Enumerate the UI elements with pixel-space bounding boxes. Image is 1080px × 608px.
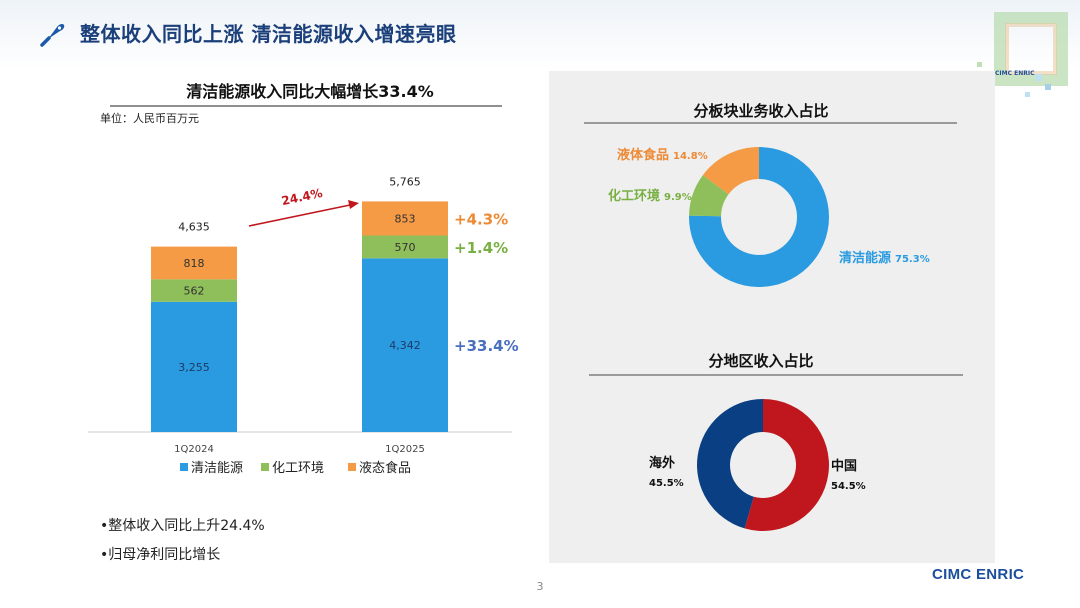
bar-value-label: 4,342 — [389, 339, 421, 352]
segment-label-name: 液体食品 — [617, 147, 669, 163]
growth-label: 24.4% — [280, 186, 324, 208]
segment-label: 液体食品 14.8% — [617, 147, 708, 163]
segment-label-name: 化工环境 — [608, 188, 660, 204]
bar-chart-unit: 单位：人民币百万元 — [100, 111, 199, 125]
segment-label-value: 14.8% — [673, 151, 708, 162]
growth-arrow — [248, 200, 359, 227]
bar-value-label: 818 — [184, 257, 205, 270]
decoration-text: CIMC ENRIC — [995, 70, 1035, 77]
legend-label: 清洁能源 — [191, 461, 243, 476]
segment-label: 清洁能源 75.3% — [839, 250, 930, 266]
growth-rate-label: +4.3% — [454, 210, 508, 228]
legend-swatch — [261, 463, 269, 471]
segment-chart-title: 分板块业务收入占比 — [693, 102, 828, 120]
donut-slice-0 — [689, 147, 829, 287]
bar-1-0 — [151, 279, 237, 302]
donut-charts: 分板块业务收入占比 清洁能源 75.3% 化工环境 9.9% 液体食品 14.8% 分地区… — [584, 102, 963, 531]
region-label-name: 中国 — [831, 458, 857, 474]
growth-rate-label: +33.4% — [454, 337, 519, 355]
segment-label-name: 清洁能源 — [839, 250, 891, 266]
abstract-square-decoration: CIMC ENRIC — [977, 12, 1068, 97]
bullet-revenue: •整体收入同比上升24.4% — [100, 518, 265, 534]
bar-2-1 — [362, 201, 448, 236]
bar-chart-title: 清洁能源收入同比大幅增长33.4% — [186, 82, 434, 101]
company-logo: CIMC ENRIC — [932, 566, 1025, 583]
region-chart-title: 分地区收入占比 — [708, 352, 813, 370]
region-label-value: 54.5% — [831, 481, 866, 492]
bar-total-label: 4,635 — [178, 221, 210, 234]
segment-label: 化工环境 9.9% — [608, 188, 692, 204]
x-tick-label: 1Q2025 — [385, 444, 425, 455]
x-tick-label: 1Q2024 — [174, 444, 214, 455]
legend-swatch — [180, 463, 188, 471]
bar-value-label: 562 — [184, 285, 205, 298]
bar-2-0 — [151, 246, 237, 280]
bar-legend: 清洁能源 化工环境 液态食品 — [180, 460, 411, 476]
bar-chart: 清洁能源收入同比大幅增长33.4% 单位：人民币百万元 3,255 562 818 4… — [88, 82, 519, 476]
bar-total-label: 5,765 — [389, 175, 421, 188]
legend-label: 液态食品 — [359, 460, 411, 476]
region-label-name: 海外 — [649, 455, 675, 471]
segment-label-value: 9.9% — [664, 192, 692, 203]
bar-value-label: 570 — [395, 241, 416, 254]
bar-0-0 — [151, 301, 237, 432]
donut-slice-1 — [689, 175, 729, 217]
bar-1-1 — [362, 235, 448, 259]
segment-label-value: 75.3% — [895, 254, 930, 265]
donut-slice-0 — [744, 399, 829, 531]
donut-slice-2 — [702, 147, 759, 195]
region-donut: 中国 54.5% 海外 45.5% — [649, 399, 866, 531]
page-number: 3 — [536, 580, 544, 593]
bar-value-label: 3,255 — [178, 361, 210, 374]
region-label-value: 45.5% — [649, 478, 684, 489]
bar-0-1 — [362, 258, 448, 432]
legend-label: 化工环境 — [272, 461, 324, 476]
legend-swatch — [348, 463, 356, 471]
main-title: 整体收入同比上涨 清洁能源收入增速亮眼 — [80, 22, 457, 46]
pen-nib-icon — [40, 23, 65, 47]
bar-value-label: 853 — [395, 212, 416, 225]
segment-donut: 清洁能源 75.3% 化工环境 9.9% 液体食品 14.8% — [608, 147, 930, 287]
growth-rate-label: +1.4% — [454, 239, 508, 257]
bullet-net-profit: •归母净利同比增长 — [100, 547, 221, 563]
donut-slice-1 — [696, 399, 763, 529]
